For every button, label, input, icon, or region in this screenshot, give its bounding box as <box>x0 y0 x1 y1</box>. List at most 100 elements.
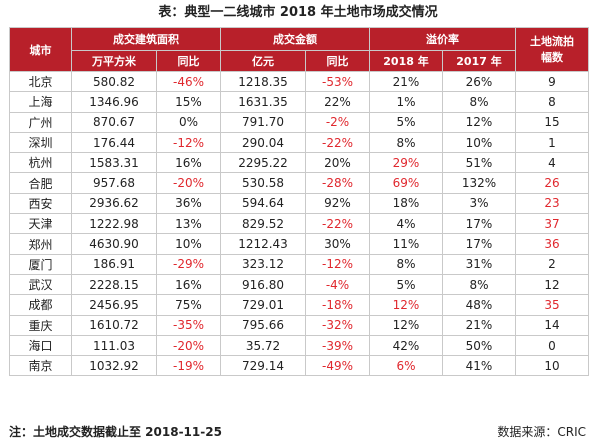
cell-money: 35.72 <box>220 334 306 357</box>
cell-premium-2018: 4% <box>369 213 443 235</box>
cell-money: 594.64 <box>220 192 306 215</box>
cell-flow: 8 <box>515 91 589 113</box>
cell-premium-2017: 10% <box>442 131 516 154</box>
cell-city: 深圳 <box>9 131 72 154</box>
cell-premium-2017: 48% <box>442 294 516 316</box>
cell-premium-2018: 5% <box>369 273 443 296</box>
table-row: 郑州 4630.90 10% 1212.43 30% 11% 17% 36 <box>9 233 589 255</box>
cell-area-yoy: -12% <box>156 131 221 154</box>
cell-money-yoy: -12% <box>305 253 370 275</box>
cell-premium-2018: 18% <box>369 192 443 215</box>
cell-flow: 37 <box>515 213 589 235</box>
cell-money: 1631.35 <box>220 91 306 113</box>
cell-flow: 26 <box>515 172 589 194</box>
table-row: 海口 111.03 -20% 35.72 -39% 42% 50% 0 <box>9 334 589 357</box>
cell-area: 176.44 <box>71 131 157 154</box>
cell-flow: 23 <box>515 192 589 215</box>
cell-premium-2017: 132% <box>442 172 516 194</box>
cell-premium-2017: 17% <box>442 213 516 235</box>
cell-city: 郑州 <box>9 233 72 255</box>
cell-city: 武汉 <box>9 273 72 296</box>
table-row: 天津 1222.98 13% 829.52 -22% 4% 17% 37 <box>9 213 589 235</box>
table-body: 北京 580.82 -46% 1218.35 -53% 21% 26% 9 上海 1346.96 1… <box>9 70 589 377</box>
cell-premium-2017: 21% <box>442 314 516 336</box>
cell-area: 1583.31 <box>71 152 157 174</box>
cell-flow: 10 <box>515 355 589 377</box>
cell-money-yoy: -2% <box>305 111 370 133</box>
cell-premium-2017: 50% <box>442 334 516 357</box>
cell-area-yoy: 0% <box>156 111 221 133</box>
cell-area-yoy: -29% <box>156 253 221 275</box>
cell-area-yoy: 36% <box>156 192 221 215</box>
cell-money-yoy: 22% <box>305 91 370 113</box>
table-row: 南京 1032.92 -19% 729.14 -49% 6% 41% 10 <box>9 355 589 377</box>
cell-premium-2018: 6% <box>369 355 443 377</box>
cell-flow: 0 <box>515 334 589 357</box>
cell-money: 1212.43 <box>220 233 306 255</box>
cell-area: 580.82 <box>71 70 157 93</box>
cell-area-yoy: -19% <box>156 355 221 377</box>
cell-money-yoy: 30% <box>305 233 370 255</box>
header-premium-2017: 2017 年 <box>442 50 516 72</box>
cell-area: 1346.96 <box>71 91 157 113</box>
land-market-table: 城市 成交建筑面积 成交金额 溢价率 土地流拍 幅数 万平方米 同比 亿元 同比… <box>9 27 589 377</box>
header-premium-group: 溢价率 <box>369 27 516 51</box>
cell-area-yoy: 13% <box>156 213 221 235</box>
cell-city: 成都 <box>9 294 72 316</box>
cell-money-yoy: -49% <box>305 355 370 377</box>
cell-area-yoy: 10% <box>156 233 221 255</box>
cell-area-yoy: 16% <box>156 273 221 296</box>
cell-flow: 1 <box>515 131 589 154</box>
header-area-group: 成交建筑面积 <box>71 27 221 51</box>
cell-flow: 14 <box>515 314 589 336</box>
table-row: 武汉 2228.15 16% 916.80 -4% 5% 8% 12 <box>9 273 589 296</box>
cell-area: 2456.95 <box>71 294 157 316</box>
cell-money: 729.14 <box>220 355 306 377</box>
cell-money-yoy: 92% <box>305 192 370 215</box>
data-source: 数据来源：CRIC <box>497 425 586 439</box>
cell-money: 795.66 <box>220 314 306 336</box>
table-row: 深圳 176.44 -12% 290.04 -22% 8% 10% 1 <box>9 131 589 154</box>
cell-city: 合肥 <box>9 172 72 194</box>
table-row: 上海 1346.96 15% 1631.35 22% 1% 8% 8 <box>9 91 589 113</box>
header-row-1: 城市 成交建筑面积 成交金额 溢价率 土地流拍 幅数 <box>9 27 589 72</box>
cell-money: 829.52 <box>220 213 306 235</box>
cell-area: 1032.92 <box>71 355 157 377</box>
cell-area: 1610.72 <box>71 314 157 336</box>
cell-area-yoy: -20% <box>156 172 221 194</box>
cell-money-yoy: -18% <box>305 294 370 316</box>
cell-premium-2018: 42% <box>369 334 443 357</box>
cell-premium-2017: 8% <box>442 91 516 113</box>
header-area-unit: 万平方米 <box>71 50 157 72</box>
cell-area-yoy: 75% <box>156 294 221 316</box>
cell-premium-2018: 1% <box>369 91 443 113</box>
cell-city: 海口 <box>9 334 72 357</box>
header-money-unit: 亿元 <box>220 50 306 72</box>
header-area-yoy: 同比 <box>156 50 221 72</box>
cell-premium-2018: 29% <box>369 152 443 174</box>
cell-premium-2018: 8% <box>369 253 443 275</box>
cell-money: 2295.22 <box>220 152 306 174</box>
header-premium-2018: 2018 年 <box>369 50 443 72</box>
cell-money: 729.01 <box>220 294 306 316</box>
header-money-group: 成交金额 <box>220 27 370 51</box>
cell-flow: 4 <box>515 152 589 174</box>
header-flow-group: 土地流拍 幅数 <box>515 27 589 72</box>
cell-premium-2017: 51% <box>442 152 516 174</box>
cell-money-yoy: -39% <box>305 334 370 357</box>
header-money-yoy: 同比 <box>305 50 370 72</box>
cell-premium-2018: 69% <box>369 172 443 194</box>
cell-area-yoy: -46% <box>156 70 221 93</box>
cell-flow: 2 <box>515 253 589 275</box>
cell-area: 2228.15 <box>71 273 157 296</box>
table-title: 表：典型一二线城市 2018 年土地市场成交情况 <box>158 5 438 20</box>
cell-premium-2018: 5% <box>369 111 443 133</box>
cell-premium-2018: 12% <box>369 314 443 336</box>
cell-area: 1222.98 <box>71 213 157 235</box>
table-row: 厦门 186.91 -29% 323.12 -12% 8% 31% 2 <box>9 253 589 275</box>
cell-flow: 36 <box>515 233 589 255</box>
cell-premium-2017: 12% <box>442 111 516 133</box>
cell-flow: 35 <box>515 294 589 316</box>
cell-flow: 15 <box>515 111 589 133</box>
